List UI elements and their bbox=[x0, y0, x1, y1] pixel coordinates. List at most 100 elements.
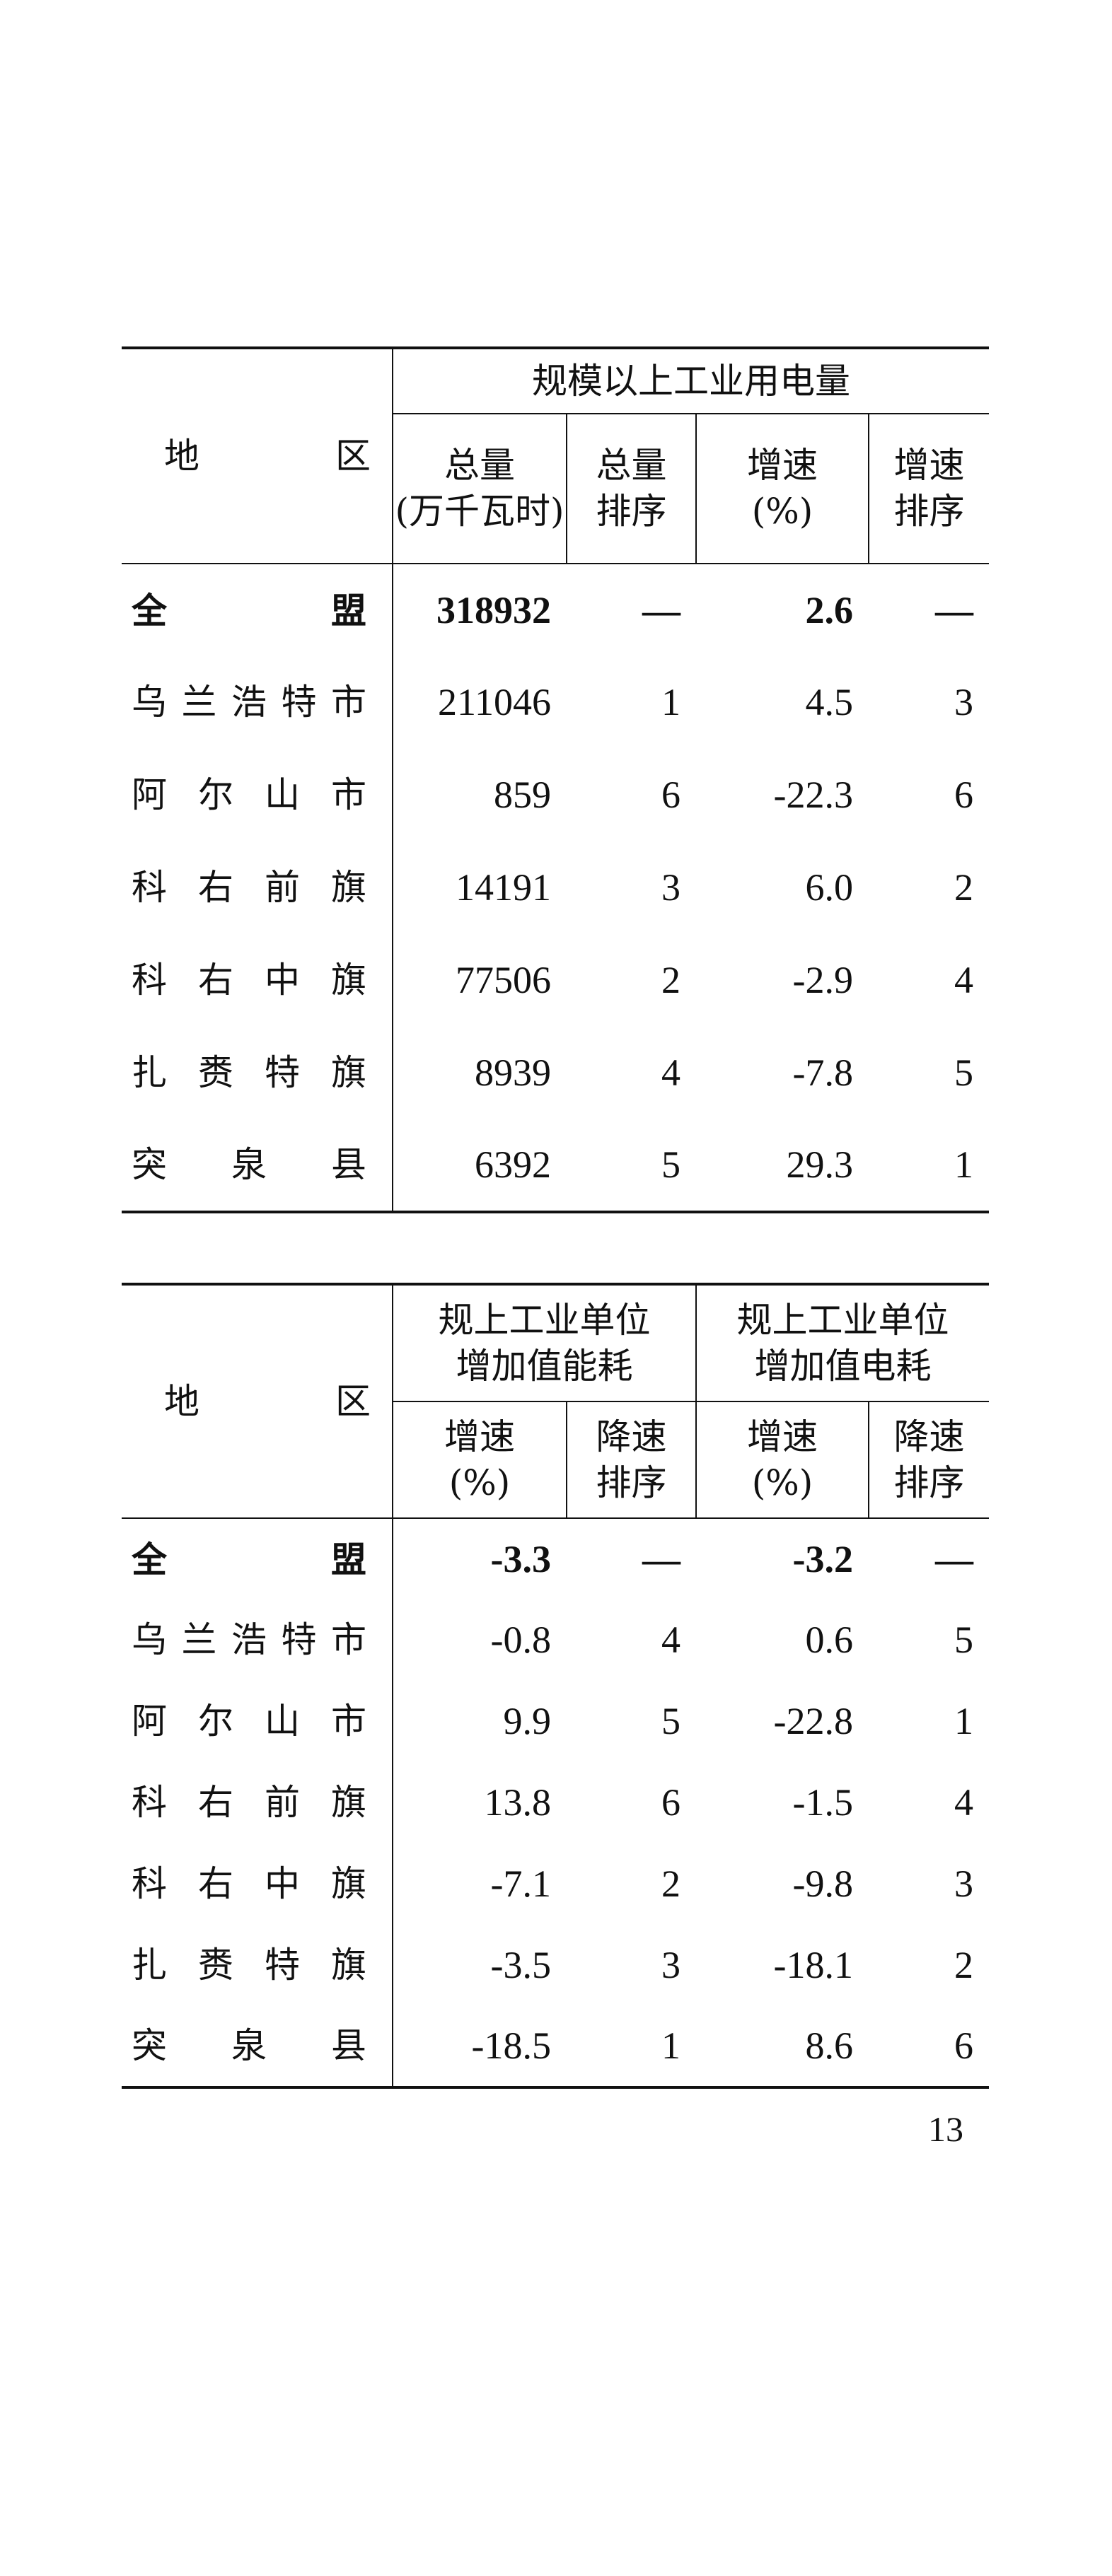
region-cell: 乌兰浩特市 bbox=[122, 656, 393, 749]
region-char: 科 bbox=[132, 960, 167, 1001]
region-char: 赉 bbox=[198, 1052, 233, 1093]
region-char: 突 bbox=[132, 2025, 167, 2066]
region-char: 旗 bbox=[331, 867, 366, 908]
region-char: 泉 bbox=[231, 1144, 267, 1185]
value-cell: -7.8 bbox=[792, 1051, 853, 1095]
value-cell: — bbox=[642, 588, 680, 631]
region-char: 右 bbox=[198, 1782, 233, 1823]
column-header-line: 总量 bbox=[596, 445, 667, 486]
region-char: 阿 bbox=[132, 1701, 167, 1742]
region-char: 旗 bbox=[331, 1863, 366, 1904]
table-row: 乌兰浩特市 211046 1 4.5 3 bbox=[122, 656, 989, 749]
table-row: 乌兰浩特市 -0.8 4 0.6 5 bbox=[122, 1599, 989, 1681]
region-char: 赉 bbox=[198, 1945, 233, 1986]
region-char: 兰 bbox=[181, 682, 217, 723]
value-cell: 318932 bbox=[392, 564, 567, 656]
group-header-electricity: 规上工业单位 增加值电耗 bbox=[695, 1284, 989, 1402]
group-header-line: 规上工业单位 bbox=[438, 1299, 651, 1341]
region-char: 浩 bbox=[231, 1619, 267, 1660]
value-cell: -18.1 bbox=[773, 1944, 853, 1987]
region-char: 科 bbox=[132, 867, 167, 908]
value-cell: -9.8 bbox=[792, 1863, 853, 1906]
page-number: 13 bbox=[928, 2109, 963, 2149]
region-header-char: 地 bbox=[164, 435, 199, 477]
value-cell: 6392 bbox=[392, 1119, 567, 1212]
value-cell: 2 bbox=[661, 959, 680, 1002]
value-cell: 77506 bbox=[392, 934, 567, 1027]
region-char: 右 bbox=[198, 960, 233, 1001]
region-char: 盟 bbox=[331, 589, 366, 631]
region-char: 全 bbox=[132, 1538, 167, 1580]
region-cell: 突泉县 bbox=[122, 1119, 393, 1212]
region-char: 特 bbox=[265, 1052, 300, 1093]
region-char: 扎 bbox=[132, 1945, 167, 1986]
table-row: 科右中旗 77506 2 -2.9 4 bbox=[122, 934, 989, 1027]
region-char: 右 bbox=[198, 867, 233, 908]
region-char: 全 bbox=[132, 589, 167, 631]
region-cell: 突泉县 bbox=[122, 2006, 393, 2087]
region-char: 乌 bbox=[132, 682, 167, 723]
value-cell: 6 bbox=[661, 774, 680, 817]
column-header: 增速 排序 bbox=[868, 414, 989, 564]
region-char: 特 bbox=[265, 1945, 300, 1986]
group-header-line: 增加值电耗 bbox=[754, 1345, 932, 1387]
region-char: 前 bbox=[265, 1782, 300, 1823]
column-header-line: (%) bbox=[448, 1462, 511, 1503]
column-header: 总量 排序 bbox=[566, 414, 696, 564]
table-row: 全盟 -3.3— -3.2— bbox=[122, 1518, 989, 1599]
column-header: 增速 (%) bbox=[392, 1401, 567, 1519]
column-header-line: 总量 bbox=[444, 445, 515, 486]
table-row: 科右前旗 13.8 6 -1.5 4 bbox=[122, 1762, 989, 1843]
value-cell: 5 bbox=[954, 1619, 973, 1662]
table-row: 突 泉 县 -18.5 1 8.6 6 bbox=[122, 2006, 989, 2087]
value-cell: 3 bbox=[661, 866, 680, 909]
region-char: 山 bbox=[265, 774, 300, 815]
value-cell: 13.8 bbox=[392, 1762, 567, 1843]
region-header: 地区 bbox=[122, 348, 393, 564]
value-cell: 3 bbox=[661, 1944, 680, 1987]
value-cell: 2 bbox=[954, 1944, 973, 1987]
region-char: 前 bbox=[265, 867, 300, 908]
value-cell: 8939 bbox=[392, 1027, 567, 1119]
region-char: 泉 bbox=[231, 2025, 267, 2066]
value-cell: 1 bbox=[954, 1143, 973, 1187]
value-cell: -3.5 bbox=[392, 1925, 567, 2006]
region-char: 科 bbox=[132, 1863, 167, 1904]
region-char: 旗 bbox=[331, 1052, 366, 1093]
value-cell: 8.6 bbox=[805, 2024, 854, 2068]
column-header: 总量 (万千瓦时) bbox=[392, 414, 567, 564]
value-cell: -3.2 bbox=[792, 1537, 853, 1580]
region-cell: 扎赉特旗 bbox=[122, 1027, 393, 1119]
column-header: 增速 (%) bbox=[695, 1401, 869, 1519]
value-cell: 6 bbox=[661, 1781, 680, 1824]
region-char: 市 bbox=[331, 774, 366, 815]
value-cell: 6.0 bbox=[805, 866, 854, 909]
region-cell: 全盟 bbox=[122, 1518, 393, 1599]
value-cell: 0.6 bbox=[805, 1619, 854, 1662]
column-header-line: 增速 bbox=[444, 1416, 515, 1457]
column-header-line: (%) bbox=[751, 1462, 813, 1503]
column-header-line: (%) bbox=[751, 491, 813, 532]
value-cell: 9.9 bbox=[392, 1681, 567, 1762]
value-cell: -18.5 bbox=[392, 2006, 567, 2087]
region-char: 阿 bbox=[132, 774, 167, 815]
region-char: 浩 bbox=[231, 682, 267, 723]
region-char: 县 bbox=[331, 2025, 366, 2066]
region-header-char: 区 bbox=[335, 1380, 371, 1422]
table-row: 阿尔山市 859 6 -22.3 6 bbox=[122, 749, 989, 841]
column-header: 增速 (%) bbox=[695, 414, 869, 564]
region-char: 扎 bbox=[132, 1052, 167, 1093]
value-cell: 6 bbox=[954, 774, 973, 817]
value-cell: 211046 bbox=[392, 656, 567, 749]
value-cell: 1 bbox=[954, 1700, 973, 1743]
region-cell: 乌兰浩特市 bbox=[122, 1599, 393, 1681]
region-char: 突 bbox=[132, 1144, 167, 1185]
group-header-energy: 规上工业单位 增加值能耗 bbox=[392, 1284, 696, 1402]
value-cell: -7.1 bbox=[392, 1843, 567, 1925]
region-char: 中 bbox=[265, 960, 300, 1001]
value-cell: 3 bbox=[954, 681, 973, 724]
region-char: 市 bbox=[331, 682, 366, 723]
region-char: 山 bbox=[265, 1701, 300, 1742]
value-cell: 2 bbox=[661, 1863, 680, 1906]
electricity-table: 地区 规模以上工业用电量 总量 (万千瓦时) 总量 排序 增速 (%) 增速 排序 全盟 318… bbox=[122, 346, 989, 1213]
